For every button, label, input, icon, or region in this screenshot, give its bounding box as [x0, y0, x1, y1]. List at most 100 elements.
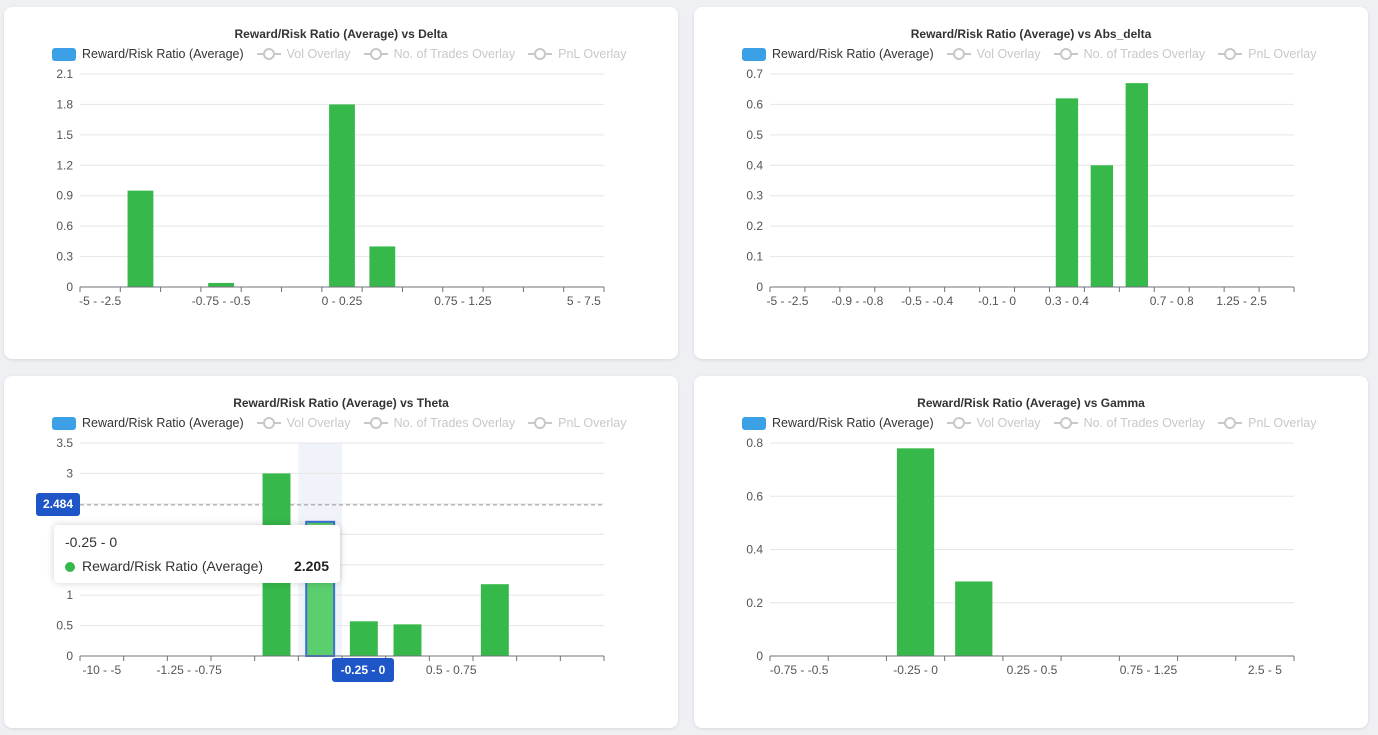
legend-label: Reward/Risk Ratio (Average) [82, 416, 244, 430]
x-tick-label: -1.25 - -0.75 [156, 663, 222, 677]
tooltip-title: -0.25 - 0 [65, 534, 118, 550]
bar [127, 190, 154, 287]
bar [896, 448, 935, 656]
y-tick-label: 0.2 [746, 596, 763, 610]
bar [1125, 83, 1148, 287]
chart-card-gamma: Reward/Risk Ratio (Average) vs Gamma Rew… [694, 376, 1368, 728]
y-tick-label: 0.6 [746, 489, 763, 503]
legend-item-trades-overlay[interactable]: No. of Trades Overlay [363, 416, 516, 430]
chart-legend: Reward/Risk Ratio (Average) Vol Overlay … [52, 415, 639, 431]
legend-label: PnL Overlay [558, 47, 627, 61]
y-tick-label: 0.5 [56, 619, 73, 633]
legend-item-vol-overlay[interactable]: Vol Overlay [256, 47, 351, 61]
y-tick-label: 1 [66, 588, 73, 602]
y-tick-label: 0.1 [746, 250, 763, 264]
bar [349, 621, 378, 656]
bar [393, 624, 422, 656]
x-tick-label: 0.75 - 1.25 [1120, 663, 1178, 677]
x-tick-label: 0 - 0.25 [322, 294, 363, 308]
legend-swatch [52, 416, 76, 430]
legend-label: No. of Trades Overlay [393, 416, 516, 430]
y-tick-label: 0 [66, 280, 73, 294]
x-tick-label: -0.75 - -0.5 [770, 663, 829, 677]
bar [329, 104, 355, 287]
legend-item-reward-risk[interactable]: Reward/Risk Ratio (Average) [742, 416, 934, 430]
axis-pointer-x-label: -0.25 - 0 [332, 658, 394, 682]
y-tick-label: 3.5 [56, 436, 73, 450]
line-circle-icon [1218, 48, 1243, 60]
legend-item-trades-overlay[interactable]: No. of Trades Overlay [1053, 416, 1206, 430]
y-tick-label: 0.3 [746, 189, 763, 203]
legend-item-reward-risk[interactable]: Reward/Risk Ratio (Average) [52, 416, 244, 430]
y-tick-label: 3 [66, 466, 73, 480]
y-tick-label: 2.1 [56, 67, 73, 81]
legend-swatch [742, 416, 766, 430]
bar [1090, 165, 1114, 287]
y-tick-label: 1.8 [56, 97, 73, 111]
bar [480, 584, 509, 656]
x-tick-label: -0.75 - -0.5 [192, 294, 251, 308]
x-tick-label: 0.5 - 0.75 [426, 663, 477, 677]
legend-label: No. of Trades Overlay [393, 47, 516, 61]
legend-item-vol-overlay[interactable]: Vol Overlay [946, 416, 1041, 430]
x-tick-label: -0.9 - -0.8 [831, 294, 883, 308]
y-tick-label: 0.6 [746, 97, 763, 111]
chart-title: Reward/Risk Ratio (Average) vs Abs_delta [910, 27, 1152, 41]
legend-item-vol-overlay[interactable]: Vol Overlay [946, 47, 1041, 61]
legend-item-vol-overlay[interactable]: Vol Overlay [256, 416, 351, 430]
legend-label: Vol Overlay [286, 47, 351, 61]
chart-card-abs-delta: Reward/Risk Ratio (Average) vs Abs_delta… [694, 7, 1368, 359]
x-tick-label: 2.5 - 5 [1248, 663, 1282, 677]
bar [955, 581, 993, 656]
x-tick-label: 1.25 - 2.5 [1216, 294, 1267, 308]
legend-label: Vol Overlay [976, 47, 1041, 61]
legend-label: Vol Overlay [286, 416, 351, 430]
legend-item-pnl-overlay[interactable]: PnL Overlay [528, 47, 626, 61]
y-tick-label: 0 [66, 649, 73, 663]
chart-title: Reward/Risk Ratio (Average) vs Delta [234, 27, 448, 41]
tooltip-value: 2.205 [293, 558, 329, 574]
x-tick-label: -0.25 - 0 [893, 663, 938, 677]
y-tick-label: 0.8 [746, 436, 763, 450]
legend-item-reward-risk[interactable]: Reward/Risk Ratio (Average) [52, 47, 244, 61]
line-circle-icon [363, 48, 388, 60]
legend-swatch [52, 47, 76, 61]
bar [1055, 98, 1079, 287]
y-tick-label: 1.2 [56, 158, 73, 172]
x-tick-label: -10 - -5 [82, 663, 121, 677]
legend-item-pnl-overlay[interactable]: PnL Overlay [1218, 416, 1316, 430]
chart-plot[interactable]: 00.511.522.533.5-10 - -5-1.25 - -0.750.5… [4, 376, 678, 728]
y-tick-label: 0.6 [56, 219, 73, 233]
bar [208, 282, 234, 287]
chart-legend: Reward/Risk Ratio (Average) Vol Overlay … [742, 46, 1329, 62]
y-tick-label: 1.5 [56, 128, 73, 142]
axis-pointer-y-label: 2.484 [36, 493, 80, 516]
legend-swatch [742, 47, 766, 61]
chart-legend: Reward/Risk Ratio (Average) Vol Overlay … [52, 46, 639, 62]
chart-card-delta: Reward/Risk Ratio (Average) vs Delta Rew… [4, 7, 678, 359]
line-circle-icon [256, 48, 281, 60]
line-circle-icon [946, 48, 971, 60]
chart-plot[interactable]: 0 0.3 0.6 0.9 1.2 1.5 1.8 2.1 -5 - -2.5 -0.75 - -… [4, 7, 678, 359]
y-tick-label: 0.4 [746, 158, 763, 172]
y-tick-label: 0.5 [746, 128, 763, 142]
legend-item-pnl-overlay[interactable]: PnL Overlay [528, 416, 626, 430]
x-tick-label: 0.25 - 0.5 [1007, 663, 1058, 677]
legend-item-reward-risk[interactable]: Reward/Risk Ratio (Average) [742, 47, 934, 61]
legend-item-trades-overlay[interactable]: No. of Trades Overlay [1053, 47, 1206, 61]
legend-label: No. of Trades Overlay [1083, 416, 1206, 430]
x-tick-label: -5 - -2.5 [766, 294, 808, 308]
legend-label: PnL Overlay [1248, 416, 1317, 430]
y-tick-label: 0.9 [56, 189, 73, 203]
legend-item-pnl-overlay[interactable]: PnL Overlay [1218, 47, 1316, 61]
chart-title: Reward/Risk Ratio (Average) vs Gamma [917, 396, 1145, 410]
y-tick-label: 0 [756, 649, 763, 663]
line-circle-icon [1053, 417, 1078, 429]
legend-label: Vol Overlay [976, 416, 1041, 430]
chart-plot[interactable]: 0 0.2 0.4 0.6 0.8 -0.75 - -0.5 -0.25 - 0 0.25 -… [694, 376, 1368, 728]
bar [369, 246, 396, 287]
x-tick-label: 0.3 - 0.4 [1045, 294, 1089, 308]
chart-plot[interactable]: 0 0.1 0.2 0.3 0.4 0.5 0.6 0.7 -5 - -2.5 -0.9 - -0… [694, 7, 1368, 359]
legend-item-trades-overlay[interactable]: No. of Trades Overlay [363, 47, 516, 61]
legend-label: No. of Trades Overlay [1083, 47, 1206, 61]
